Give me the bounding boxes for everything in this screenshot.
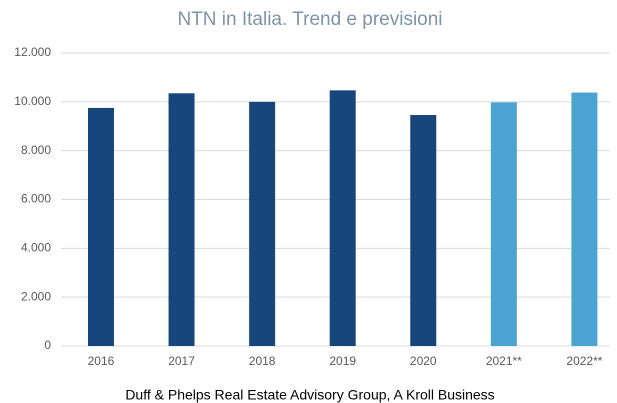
- y-tick-label: 4.000: [21, 241, 51, 255]
- y-tick-label: 12.000: [14, 45, 51, 59]
- chart-title: NTN in Italia. Trend e previsioni: [177, 9, 442, 30]
- y-tick-label: 8.000: [21, 143, 51, 157]
- x-tick-label: 2021**: [486, 354, 522, 368]
- y-tick-label: 0: [44, 338, 51, 352]
- bar: [249, 101, 276, 346]
- source: Duff & Phelps Real Estate Advisory Group…: [125, 387, 494, 403]
- bar: [168, 93, 195, 346]
- y-tick-label: 6.000: [21, 192, 51, 206]
- y-tick-label: 10.000: [14, 94, 51, 108]
- x-tick-label: 2022**: [566, 354, 602, 368]
- x-tick-label: 2019: [329, 354, 356, 368]
- bar: [410, 115, 437, 346]
- bar: [329, 90, 356, 346]
- bar: [571, 92, 598, 347]
- x-tick-label: 2017: [168, 354, 195, 368]
- x-tick-label: 2020: [410, 354, 437, 368]
- y-tick-label: 2.000: [21, 289, 51, 303]
- bar: [87, 107, 114, 346]
- x-tick-label: 2018: [249, 354, 276, 368]
- x-tick-label: 2016: [88, 354, 115, 368]
- bar: [490, 102, 517, 347]
